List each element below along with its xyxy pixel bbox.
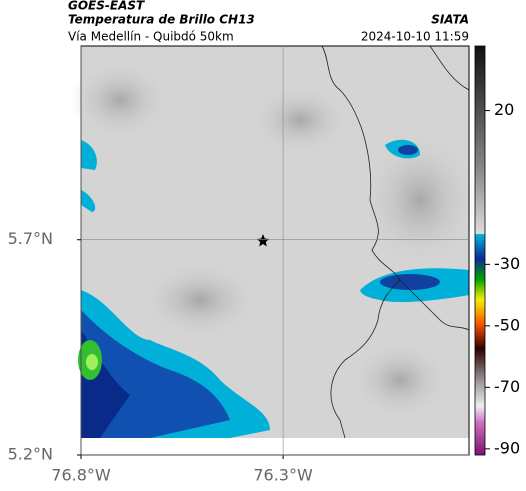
satellite-image xyxy=(70,46,480,438)
colorbar xyxy=(474,45,486,456)
source: SIATA xyxy=(431,13,469,27)
borders xyxy=(321,45,470,439)
y-tick-label: 5.7°N xyxy=(8,229,53,248)
colorbar-tick-label: -70 xyxy=(494,377,520,396)
colorbar-tick-label: -50 xyxy=(494,315,520,334)
x-tick-label: 76.8°W xyxy=(51,466,111,485)
colorbar-tick-label: 20 xyxy=(494,100,514,119)
colorbar-tick-label: -90 xyxy=(494,438,520,457)
location: Vía Medellín - Quibdó 50km xyxy=(68,30,234,44)
subtitle: Temperatura de Brillo CH13 xyxy=(68,13,255,27)
colorbar-tick-label: -30 xyxy=(494,254,520,273)
location-marker xyxy=(257,234,269,247)
x-tick-label: 76.3°W xyxy=(253,466,313,485)
datetime: 2024-10-10 11:59 xyxy=(361,30,469,44)
y-tick-label: 5.2°N xyxy=(8,445,53,464)
title: GOES-EAST xyxy=(68,0,145,13)
